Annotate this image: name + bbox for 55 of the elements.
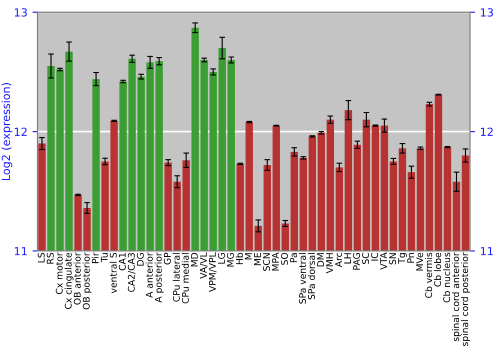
x-tick-label: IC	[371, 252, 378, 261]
x-tick-label: Cx motor	[56, 252, 63, 294]
y2-tick-label: 11	[480, 247, 493, 256]
x-tick-label: CPu lateral	[172, 253, 180, 302]
x-tick-label: ventral S	[110, 252, 117, 294]
x-tick-label: Cb lobe	[434, 252, 442, 287]
x-tick-label: SN	[389, 253, 396, 264]
x-tick-label: CPu medial	[182, 253, 189, 304]
x-tick-label: MPA	[272, 252, 279, 271]
y2-tick-label: 12	[480, 128, 493, 136]
x-tick-label: GP	[164, 252, 171, 264]
x-tick-label: VA/VL	[200, 252, 208, 279]
y-axis-title: Log2 (expression)	[1, 83, 12, 180]
x-tick-label: DM	[317, 253, 324, 266]
x-tick-label: A posterior	[154, 252, 164, 303]
x-tick-label: Cb vermis	[425, 252, 432, 298]
x-tick-label: VMH	[326, 253, 333, 274]
x-tick-label: spinal cord posterior	[461, 252, 470, 346]
x-tick-label: OB anterior	[74, 252, 81, 305]
y-tick-label: 13	[14, 8, 27, 17]
x-tick-label: SPa ventral	[298, 253, 306, 304]
x-tick-label: SC	[362, 252, 370, 264]
x-tick-label: LS	[38, 252, 45, 262]
y-tick-label: 12	[14, 128, 27, 136]
x-tick-label: DG	[136, 253, 144, 266]
x-tick-label: CA1	[118, 253, 126, 270]
x-tick-label: Cx cingulate	[64, 252, 74, 309]
x-tick-label: A anterior	[146, 252, 153, 298]
x-tick-label: Pn	[407, 253, 414, 263]
x-tick-label: M	[245, 253, 252, 260]
x-tick-label: Cb nucleus	[443, 252, 450, 302]
x-tick-label: SO	[281, 252, 288, 265]
x-tick-label: LG	[218, 253, 225, 264]
x-tick-label: MD	[191, 252, 198, 266]
x-tick-label: OB posterior	[82, 252, 92, 310]
y2-tick-label: 13	[480, 8, 493, 17]
x-tick-label: Pir	[92, 252, 99, 264]
x-tick-label: Arc	[335, 252, 342, 268]
x-tick-label: spinal cord anterior	[452, 252, 461, 342]
x-tick-label: Tg	[398, 253, 407, 264]
x-tick-label: MVe	[416, 252, 424, 271]
x-tick-label: ME	[254, 252, 261, 266]
x-tick-label: VPM/VPL	[209, 252, 217, 292]
x-tick-label: SPa dorsal	[308, 253, 315, 300]
x-tick-label: RS	[46, 252, 54, 264]
y-tick-label: 11	[14, 247, 27, 256]
x-tick-label: CA2/CA3	[128, 253, 136, 292]
x-tick-label: SCN	[262, 253, 270, 271]
x-tick-label: VTA	[380, 252, 387, 270]
x-tick-label: LH	[344, 253, 351, 264]
x-tick-label: MG	[226, 253, 234, 266]
x-tick-label: Hb	[236, 252, 243, 264]
x-tick-label: Tu	[100, 253, 108, 262]
x-tick-label: PAG	[353, 253, 360, 270]
x-tick-label: Pa	[290, 253, 297, 262]
